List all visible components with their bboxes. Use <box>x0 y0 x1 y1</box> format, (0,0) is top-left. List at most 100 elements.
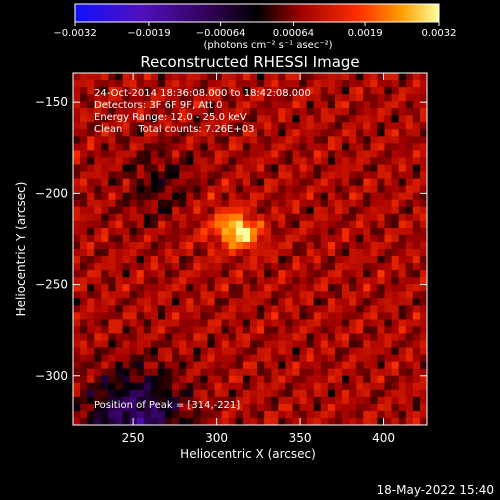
heatmap-cell <box>349 284 357 292</box>
heatmap-cell <box>271 319 279 328</box>
heatmap-cell <box>200 354 209 363</box>
heatmap-cell <box>320 115 329 123</box>
heatmap-cell <box>87 227 95 236</box>
heatmap-cell <box>306 171 315 180</box>
heatmap-cell <box>179 263 187 271</box>
heatmap-cell <box>405 192 414 201</box>
heatmap-cell <box>157 347 166 356</box>
heatmap-cell <box>327 256 336 264</box>
heatmap-cell <box>398 270 407 278</box>
heatmap-cell <box>150 192 159 201</box>
heatmap-cell <box>186 312 194 320</box>
heatmap-cell <box>143 136 152 144</box>
heatmap-cell <box>179 382 187 391</box>
heatmap-cell <box>157 115 166 123</box>
heatmap-cell <box>200 178 209 187</box>
heatmap-cell <box>313 94 322 102</box>
heatmap-cell <box>150 80 159 88</box>
heatmap-cell <box>80 150 88 159</box>
heatmap-cell <box>313 305 322 313</box>
heatmap-cell <box>271 263 279 271</box>
heatmap-cell <box>157 361 166 370</box>
heatmap-cell <box>101 389 109 398</box>
heatmap-cell <box>334 284 343 292</box>
heatmap-cell <box>271 347 279 356</box>
heatmap-cell <box>214 213 223 222</box>
heatmap-cell <box>257 122 265 130</box>
heatmap-cell <box>136 87 145 95</box>
heatmap-cell <box>264 312 272 320</box>
heatmap-cell <box>235 80 244 88</box>
heatmap-cell <box>405 256 414 264</box>
heatmap-cell <box>207 101 216 109</box>
heatmap-cell <box>370 396 379 405</box>
heatmap-cell <box>377 192 386 201</box>
heatmap-cell <box>122 270 131 278</box>
heatmap-cell <box>186 249 194 257</box>
heatmap-cell <box>214 94 223 102</box>
heatmap-cell <box>419 389 427 398</box>
heatmap-cell <box>313 178 322 187</box>
heatmap-cell <box>405 199 414 208</box>
heatmap-cell <box>221 143 230 152</box>
heatmap-cell <box>334 333 343 342</box>
heatmap-cell <box>101 206 109 215</box>
heatmap-cell <box>129 249 138 257</box>
heatmap-cell <box>221 256 230 264</box>
heatmap-cell <box>228 354 237 363</box>
heatmap-cell <box>271 291 279 299</box>
heatmap-cell <box>94 213 102 222</box>
heatmap-cell <box>221 333 230 342</box>
heatmap-cell <box>264 241 272 250</box>
heatmap-cell <box>370 241 379 250</box>
heatmap-cell <box>172 150 180 159</box>
heatmap-cell <box>299 143 308 152</box>
heatmap-cell <box>186 220 194 229</box>
heatmap-cell <box>179 122 187 130</box>
heatmap-cell <box>122 410 131 419</box>
heatmap-cell <box>342 403 350 412</box>
heatmap-cell <box>172 284 180 292</box>
heatmap-cell <box>172 73 180 81</box>
heatmap-cell <box>320 108 329 116</box>
heatmap-cell <box>292 150 301 159</box>
heatmap-cell <box>313 171 322 180</box>
heatmap-cell <box>193 80 202 88</box>
heatmap-cell <box>384 361 393 370</box>
heatmap-cell <box>391 354 400 363</box>
heatmap-cell <box>214 298 223 306</box>
heatmap-cell <box>150 410 159 419</box>
heatmap-cell <box>165 73 173 81</box>
heatmap-cell <box>299 80 308 88</box>
heatmap-cell <box>172 157 180 166</box>
heatmap-cell <box>363 389 371 398</box>
heatmap-cell <box>250 108 258 116</box>
heatmap-cell <box>356 319 364 328</box>
heatmap-cell <box>221 206 230 215</box>
heatmap-cell <box>228 298 237 306</box>
heatmap-cell <box>264 150 272 159</box>
heatmap-cell <box>242 396 251 405</box>
heatmap-cell <box>257 136 265 144</box>
heatmap-cell <box>313 192 322 201</box>
heatmap-cell <box>94 277 102 285</box>
heatmap-cell <box>115 143 124 152</box>
heatmap-cell <box>250 368 258 377</box>
heatmap-cell <box>165 305 173 313</box>
heatmap-cell <box>129 150 138 159</box>
heatmap-cell <box>342 326 350 335</box>
heatmap-cell <box>342 263 350 271</box>
y-tick-label: −300 <box>35 369 68 383</box>
heatmap-cell <box>271 73 279 81</box>
heatmap-cell <box>342 284 350 292</box>
heatmap-cell <box>320 73 329 81</box>
heatmap-cell <box>377 277 386 285</box>
heatmap-cell <box>80 241 88 250</box>
heatmap-cell <box>87 136 95 144</box>
heatmap-cell <box>228 305 237 313</box>
heatmap-cell <box>363 164 371 173</box>
heatmap-cell <box>377 263 386 271</box>
heatmap-cell <box>207 206 216 215</box>
heatmap-cell <box>136 389 145 398</box>
heatmap-cell <box>370 213 379 222</box>
